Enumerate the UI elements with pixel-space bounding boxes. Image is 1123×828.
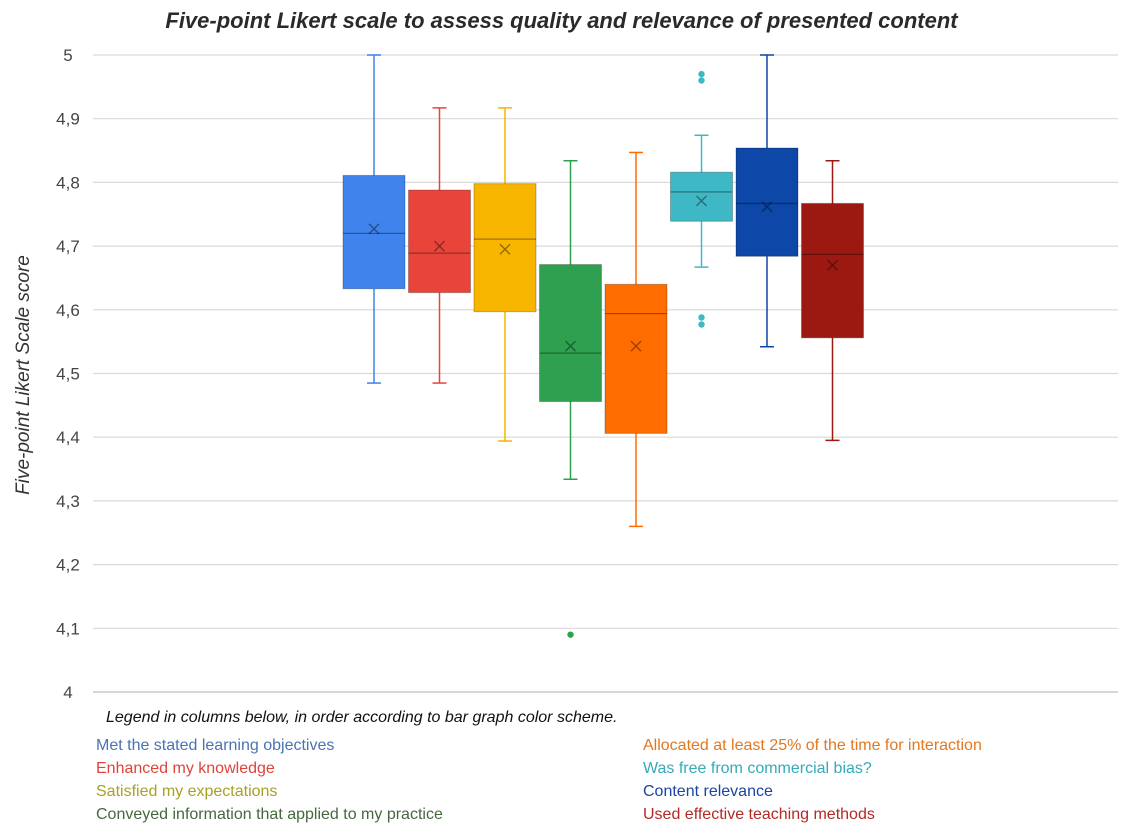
box-group [342,54,406,384]
y-tick-label: 4,5 [56,365,80,384]
box-group [735,54,799,348]
y-tick-label: 4,9 [56,110,80,129]
y-tick-label: 4,4 [56,428,80,447]
box-group [408,107,471,384]
y-tick-label: 4,3 [56,492,80,511]
mean-marker [368,223,380,235]
box-iqr [342,174,406,290]
outlier-point [567,631,574,638]
y-tick-label: 4 [63,683,72,700]
y-tick-label: 4,1 [56,619,80,638]
box-iqr [473,183,537,313]
mean-marker [565,340,576,352]
legend-entry: Was free from commercial bias? [643,760,872,777]
chart-title: Five-point Likert scale to assess qualit… [165,8,958,33]
outlier-point [698,70,705,78]
box-iqr [539,264,602,403]
box-group [604,151,668,528]
outlier-point [698,314,705,321]
legend-entry: Met the stated learning objectives [96,737,335,754]
legend-entry: Conveyed information that applied to my … [96,806,443,823]
grid-lines [93,54,1118,693]
boxes [342,54,864,638]
y-tick-labels: 4 4,1 4,2 4,3 4,4 4,5 4,6 4,7 4,8 4,9 5 [56,46,80,700]
mean-marker [630,340,642,352]
mean-marker [499,243,511,255]
box-group [801,159,864,442]
outlier-point [698,321,705,328]
y-tick-label: 4,2 [56,556,80,575]
legend-entry: Enhanced my knowledge [96,760,275,777]
mean-marker [696,195,707,207]
box-plot: 4 4,1 4,2 4,3 4,4 4,5 4,6 4,7 4,8 4,9 5 [56,46,1118,700]
legend-entry: Satisfied my expectations [96,783,278,800]
legend-entry: Used effective teaching methods [643,806,875,823]
box-iqr [670,171,733,222]
mean-marker [827,259,838,271]
legend-entry: Allocated at least 25% of the time for i… [643,737,982,754]
box-iqr [801,202,864,339]
box-group [670,70,733,328]
y-tick-label: 5 [63,46,72,65]
legend-caption: Legend in columns below, in order accord… [106,709,618,726]
box-iqr [408,189,471,294]
y-tick-label: 4,7 [56,237,80,256]
y-tick-label: 4,8 [56,173,80,192]
mean-marker [434,240,445,252]
box-group [539,159,602,638]
legend-entry: Content relevance [643,783,773,800]
box-iqr [735,147,799,257]
box-group [473,107,537,442]
outlier-point [698,77,705,84]
box-iqr [604,283,668,434]
y-tick-label: 4,6 [56,301,80,320]
mean-marker [761,201,773,213]
